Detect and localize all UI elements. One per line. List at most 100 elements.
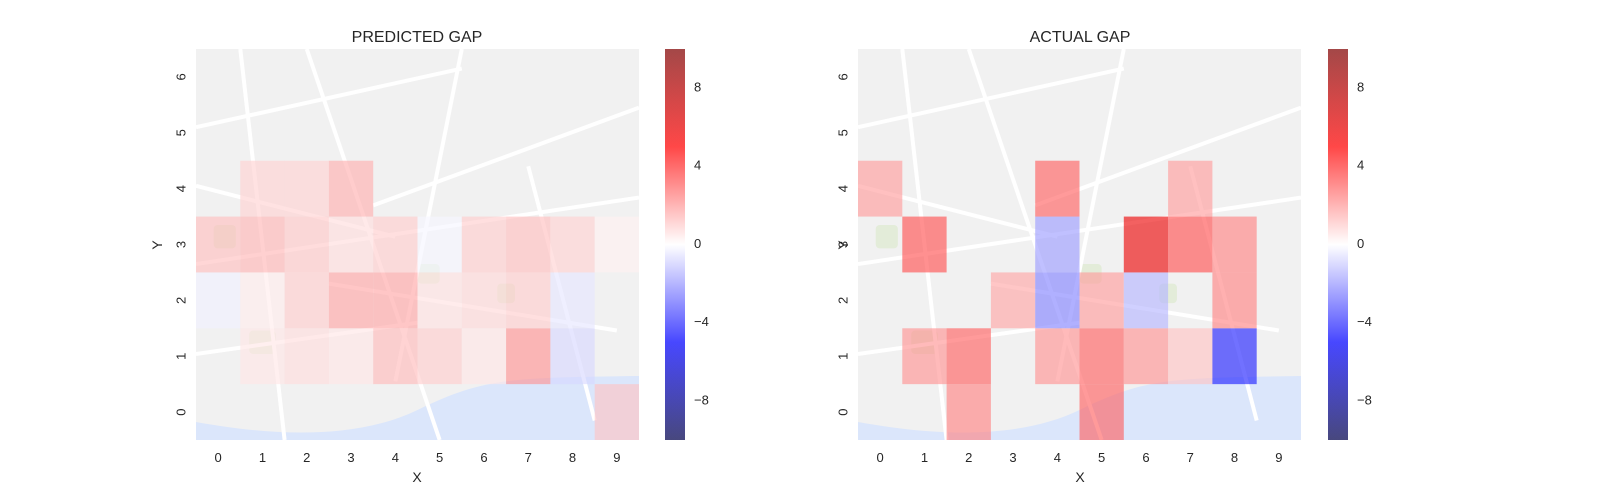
map-river bbox=[858, 376, 1301, 440]
heatmap-cell bbox=[1212, 328, 1257, 385]
x-tick-label: 7 bbox=[525, 450, 532, 465]
y-tick-label: 1 bbox=[173, 353, 188, 360]
map-road bbox=[195, 66, 463, 130]
heatmap-cell bbox=[461, 272, 507, 329]
colorbar-tick-label: 8 bbox=[1357, 80, 1364, 95]
heatmap-cell bbox=[946, 328, 991, 385]
heatmap-cell bbox=[284, 328, 329, 385]
y-tick-label: 2 bbox=[173, 297, 188, 304]
x-axis-label: X bbox=[1075, 469, 1085, 485]
y-tick-labels: 0 1 2 3 4 5 6 bbox=[173, 73, 188, 415]
heatmap-cell bbox=[550, 272, 595, 329]
heatmap-cell bbox=[1079, 384, 1124, 440]
x-tick-label: 5 bbox=[1098, 450, 1105, 465]
x-tick-labels: 0 1 2 3 4 5 6 7 8 9 bbox=[215, 450, 621, 465]
y-axis-label: Y bbox=[149, 240, 165, 250]
heatmap-cell bbox=[373, 328, 418, 385]
heatmap-cell bbox=[373, 216, 418, 273]
x-tick-label: 8 bbox=[1231, 450, 1238, 465]
heatmap-cell bbox=[284, 216, 329, 273]
colorbar-tick-label: 0 bbox=[694, 236, 701, 251]
heatmap-cell bbox=[506, 328, 551, 385]
x-tick-label: 6 bbox=[1142, 450, 1149, 465]
heatmap-cell bbox=[1123, 328, 1169, 385]
heatmap-cell bbox=[550, 216, 595, 273]
x-tick-label: 8 bbox=[569, 450, 576, 465]
heatmap-cells bbox=[858, 160, 1257, 440]
x-tick-label: 9 bbox=[1275, 450, 1282, 465]
heatmap-cell bbox=[1212, 272, 1257, 329]
heatmap-cell bbox=[1168, 328, 1213, 385]
panel-actual-gap: ACTUAL GAP 0 1 2 3 4 5 6 7 8 9 0 1 2 3 4 5 6 X Y −8 −4 0 4… bbox=[835, 29, 1372, 485]
heatmap-cell bbox=[196, 272, 241, 329]
y-tick-label: 4 bbox=[173, 185, 188, 192]
x-tick-label: 9 bbox=[613, 450, 620, 465]
colorbar-ticks: −8 −4 0 4 8 bbox=[1357, 80, 1372, 408]
heatmap-cell bbox=[328, 272, 374, 329]
heatmap-cell bbox=[1123, 216, 1169, 273]
heatmap-cell bbox=[417, 216, 462, 273]
heatmap-cell bbox=[240, 216, 285, 273]
heatmap-cell bbox=[1035, 328, 1080, 385]
y-axis-label: Y bbox=[835, 240, 851, 250]
map-river bbox=[196, 376, 639, 440]
y-tick-label: 5 bbox=[835, 129, 850, 136]
x-tick-label: 5 bbox=[436, 450, 443, 465]
x-tick-label: 1 bbox=[259, 450, 266, 465]
heatmap-cell bbox=[1079, 328, 1124, 385]
map-park bbox=[875, 224, 898, 249]
colorbar bbox=[665, 49, 685, 440]
colorbar-tick-label: −8 bbox=[694, 392, 709, 407]
x-tick-labels: 0 1 2 3 4 5 6 7 8 9 bbox=[877, 450, 1283, 465]
heatmap-cell bbox=[946, 384, 991, 440]
heatmap-cell bbox=[1168, 216, 1213, 273]
heatmap-cell bbox=[328, 328, 374, 385]
heatmap-cell bbox=[506, 216, 551, 273]
heatmap-cell bbox=[902, 328, 947, 385]
y-tick-label: 5 bbox=[173, 129, 188, 136]
heatmap-cell bbox=[550, 328, 595, 385]
x-tick-label: 0 bbox=[215, 450, 222, 465]
y-tick-label: 3 bbox=[835, 241, 850, 248]
x-axis-label: X bbox=[412, 469, 422, 485]
heatmap-cell bbox=[240, 272, 285, 329]
x-tick-label: 6 bbox=[480, 450, 487, 465]
y-tick-label: 4 bbox=[835, 185, 850, 192]
x-tick-label: 2 bbox=[303, 450, 310, 465]
heatmap-cell bbox=[240, 328, 285, 385]
x-tick-label: 3 bbox=[347, 450, 354, 465]
chart-title: ACTUAL GAP bbox=[1030, 29, 1131, 46]
x-tick-label: 4 bbox=[1054, 450, 1061, 465]
colorbar-tick-label: 0 bbox=[1357, 236, 1364, 251]
y-tick-label: 0 bbox=[173, 408, 188, 415]
heatmap-cell bbox=[417, 272, 462, 329]
x-tick-label: 7 bbox=[1187, 450, 1194, 465]
x-tick-label: 3 bbox=[1009, 450, 1016, 465]
x-tick-label: 4 bbox=[392, 450, 399, 465]
heatmap-cell bbox=[1035, 216, 1080, 273]
heatmap-cell bbox=[373, 272, 418, 329]
heatmap-cell bbox=[284, 272, 329, 329]
x-tick-label: 0 bbox=[877, 450, 884, 465]
heatmap-cell bbox=[594, 384, 639, 440]
chart-title: PREDICTED GAP bbox=[352, 29, 483, 46]
heatmap-cell bbox=[902, 216, 947, 273]
heatmap-cell bbox=[1079, 272, 1124, 329]
y-tick-label: 6 bbox=[835, 73, 850, 80]
heatmap-cell bbox=[328, 160, 374, 217]
colorbar bbox=[1328, 49, 1348, 440]
map-road bbox=[372, 105, 640, 208]
colorbar-tick-label: 4 bbox=[1357, 158, 1364, 173]
heatmap-cell bbox=[1168, 160, 1213, 217]
colorbar-tick-label: −4 bbox=[1357, 314, 1372, 329]
heatmap-cell bbox=[240, 160, 285, 217]
heatmap-cell bbox=[1212, 216, 1257, 273]
x-tick-label: 2 bbox=[965, 450, 972, 465]
y-tick-label: 1 bbox=[835, 353, 850, 360]
y-tick-label: 2 bbox=[835, 297, 850, 304]
heatmap-cell bbox=[506, 272, 551, 329]
heatmap-cell bbox=[328, 216, 374, 273]
y-tick-labels: 0 1 2 3 4 5 6 bbox=[835, 73, 850, 415]
heatmap-cell bbox=[461, 216, 507, 273]
